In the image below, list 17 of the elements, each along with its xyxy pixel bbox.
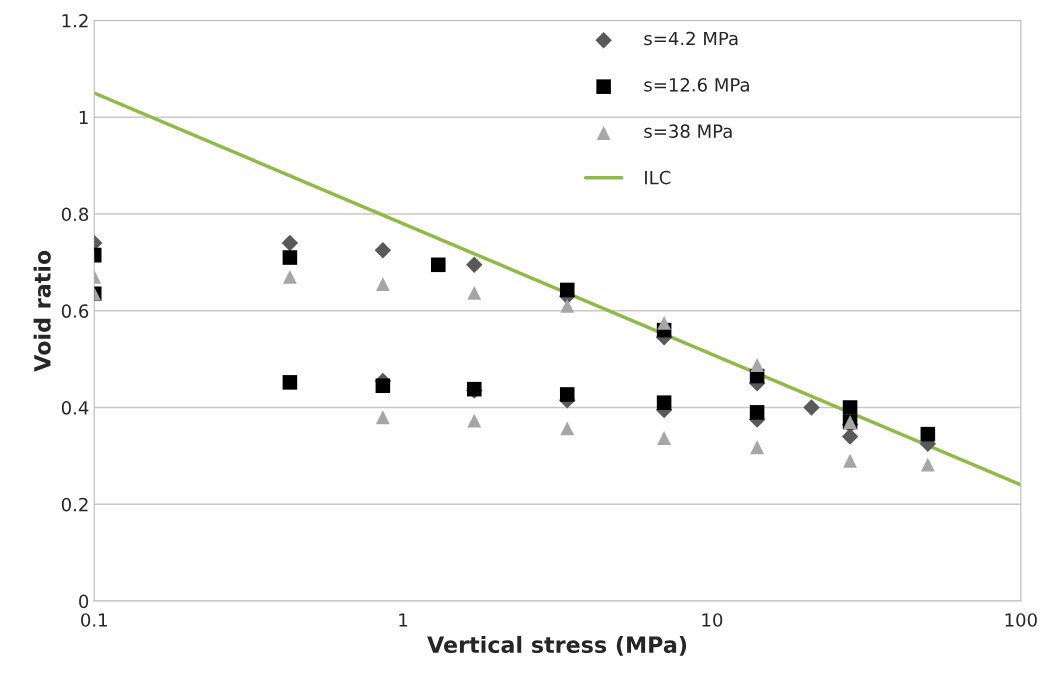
y-axis-title: Void ratio	[33, 250, 51, 372]
x-tick-label: 10	[702, 613, 723, 627]
x-tick-label: 0.1	[81, 613, 107, 627]
legend-label: s=38 MPa	[644, 124, 732, 139]
x-tick-label: 100	[1005, 613, 1037, 627]
y-tick-label: 0	[79, 594, 89, 609]
y-tick-label: 0.8	[61, 207, 89, 222]
y-tick-label: 0.6	[61, 304, 89, 318]
y-tick-label: 1.2	[62, 13, 88, 28]
y-tick-label: 0.4	[61, 400, 89, 415]
legend-label: ILC	[645, 170, 671, 185]
x-tick-label: 1	[399, 613, 408, 627]
legend-label: s=12.6 MPa	[644, 78, 749, 92]
y-tick-label: 0.2	[61, 497, 88, 512]
x-axis-title: Vertical stress (MPa)	[427, 635, 687, 656]
legend-label: s=4.2 MPa	[644, 31, 738, 46]
y-tick-label: 1	[79, 110, 88, 125]
